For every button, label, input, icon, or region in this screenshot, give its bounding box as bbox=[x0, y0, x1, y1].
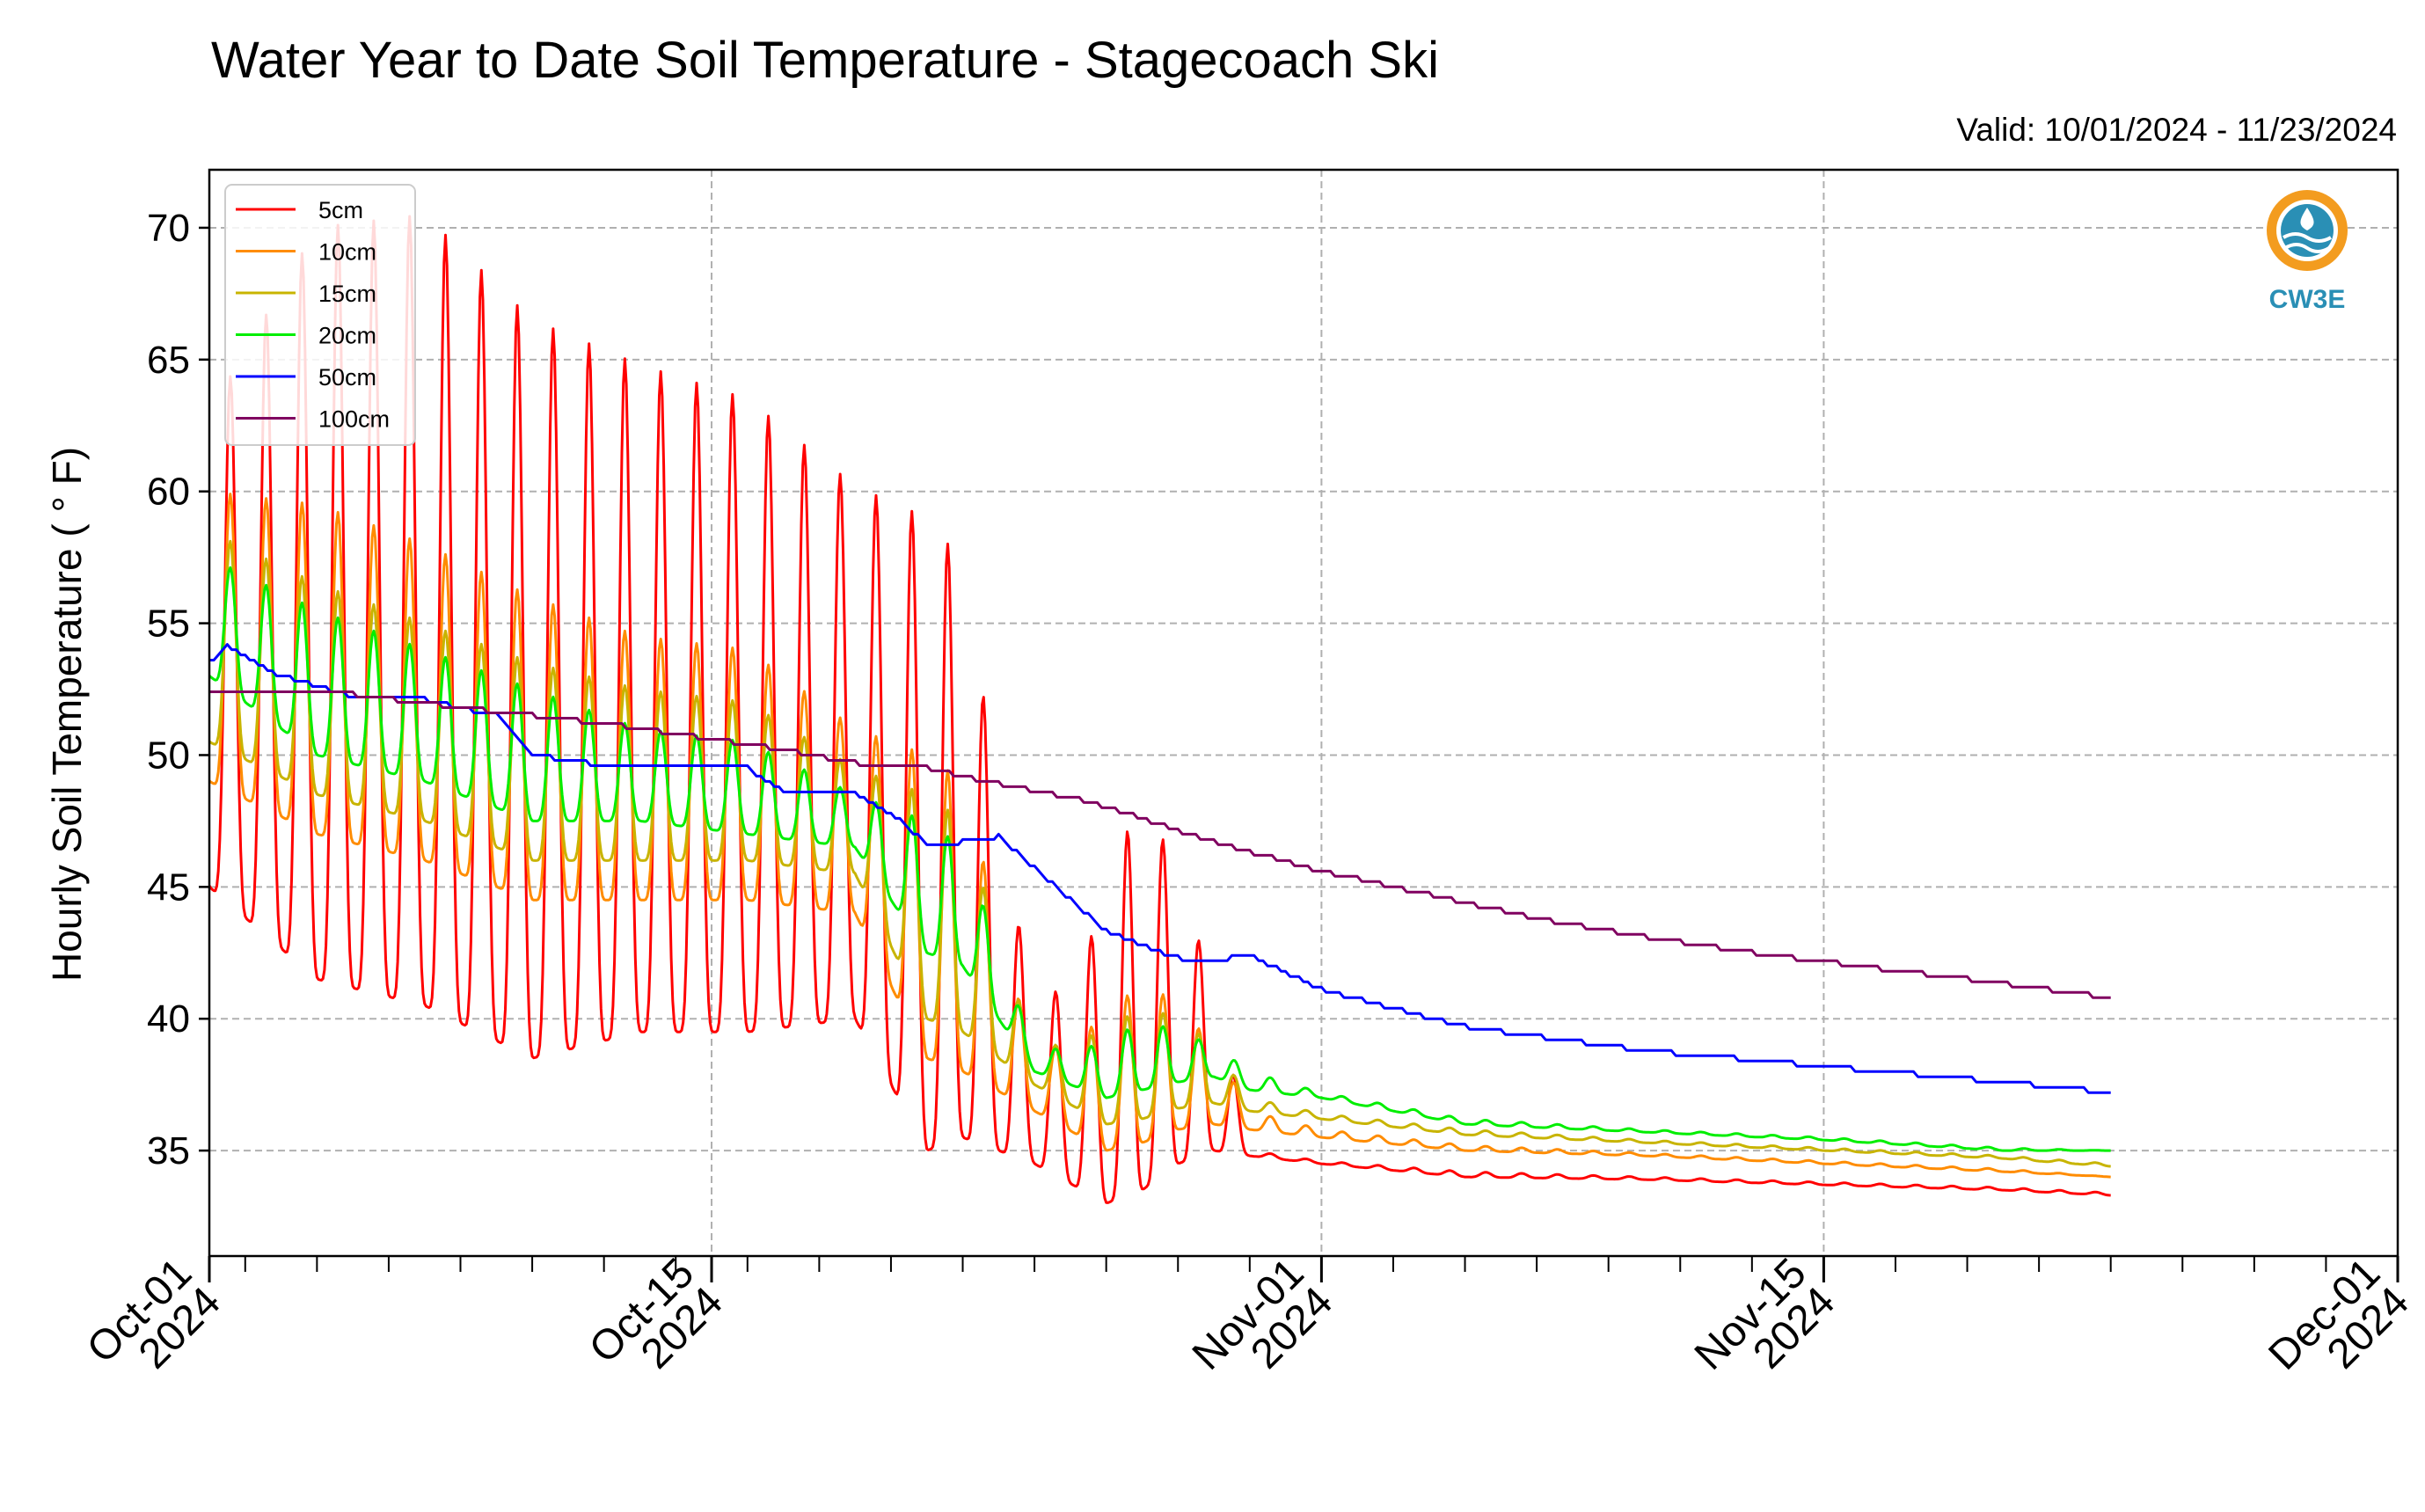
series-line-10cm bbox=[208, 493, 2111, 1179]
legend-label-20cm: 20cm bbox=[318, 323, 376, 349]
y-tick-label: 70 bbox=[147, 207, 190, 250]
y-tick-label: 65 bbox=[147, 339, 190, 382]
logo-label: CW3E bbox=[2269, 285, 2346, 314]
chart-title: Water Year to Date Soil Temperature - St… bbox=[211, 32, 1439, 89]
cw3e-logo: CW3E bbox=[2267, 190, 2348, 314]
y-tick-label: 40 bbox=[147, 997, 190, 1041]
plot-frame bbox=[208, 168, 2399, 1258]
data-series bbox=[208, 215, 2111, 1204]
legend-label-15cm: 15cm bbox=[318, 281, 376, 307]
legend-label-10cm: 10cm bbox=[318, 239, 376, 266]
series-line-20cm bbox=[208, 566, 2111, 1152]
grid-lines bbox=[208, 170, 2399, 1256]
chart-valid-range: Valid: 10/01/2024 - 11/23/2024 bbox=[1956, 112, 2397, 148]
legend: 5cm 10cm 15cm 20cm 50cm 100cm bbox=[224, 184, 416, 446]
y-tick-label: 50 bbox=[147, 734, 190, 777]
y-tick-label: 35 bbox=[147, 1129, 190, 1172]
y-tick-label: 55 bbox=[147, 603, 190, 646]
legend-label-100cm: 100cm bbox=[318, 406, 390, 433]
water-drop-icon bbox=[2300, 208, 2314, 230]
y-axis-label: Hourly Soil Temperature ( ° F) bbox=[44, 447, 90, 982]
series-line-15cm bbox=[208, 539, 2111, 1168]
legend-label-50cm: 50cm bbox=[318, 364, 376, 391]
series-line-5cm bbox=[208, 215, 2111, 1204]
series-line-100cm bbox=[209, 690, 2111, 999]
series-line-50cm bbox=[209, 643, 2111, 1094]
legend-label-5cm: 5cm bbox=[318, 197, 363, 223]
y-tick-label: 60 bbox=[147, 471, 190, 514]
y-tick-label: 45 bbox=[147, 866, 190, 909]
